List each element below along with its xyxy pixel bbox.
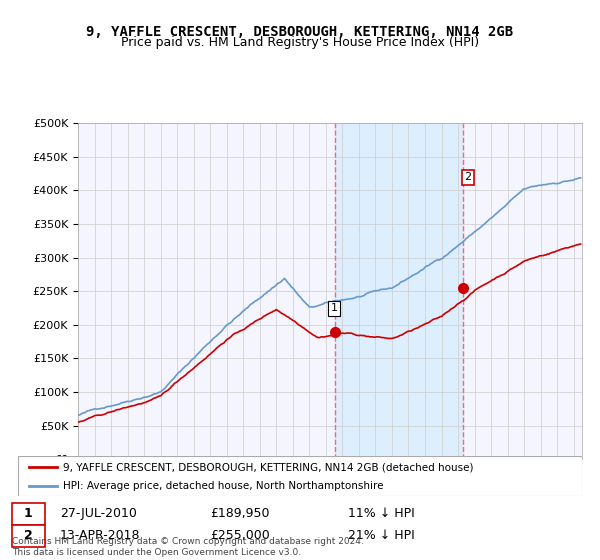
Text: 13-APR-2018: 13-APR-2018 [60,529,140,542]
Text: 9, YAFFLE CRESCENT, DESBOROUGH, KETTERING, NN14 2GB: 9, YAFFLE CRESCENT, DESBOROUGH, KETTERIN… [86,25,514,39]
Text: 21% ↓ HPI: 21% ↓ HPI [348,529,415,542]
Bar [335,123,463,459]
Text: 11% ↓ HPI: 11% ↓ HPI [348,507,415,520]
Text: £189,950: £189,950 [210,507,269,520]
Text: 27-JUL-2010: 27-JUL-2010 [60,507,137,520]
Text: 1: 1 [331,304,337,314]
FancyBboxPatch shape [12,503,45,525]
Text: HPI: Average price, detached house, North Northamptonshire: HPI: Average price, detached house, Nort… [63,481,383,491]
Text: £255,000: £255,000 [210,529,270,542]
Text: Price paid vs. HM Land Registry's House Price Index (HPI): Price paid vs. HM Land Registry's House … [121,36,479,49]
FancyBboxPatch shape [12,525,45,547]
FancyBboxPatch shape [18,456,582,496]
Text: 1: 1 [24,507,32,520]
Text: 2: 2 [464,172,472,183]
Text: 9, YAFFLE CRESCENT, DESBOROUGH, KETTERING, NN14 2GB (detached house): 9, YAFFLE CRESCENT, DESBOROUGH, KETTERIN… [63,463,473,473]
Text: Contains HM Land Registry data © Crown copyright and database right 2024.
This d: Contains HM Land Registry data © Crown c… [12,538,364,557]
Text: 2: 2 [24,529,32,542]
